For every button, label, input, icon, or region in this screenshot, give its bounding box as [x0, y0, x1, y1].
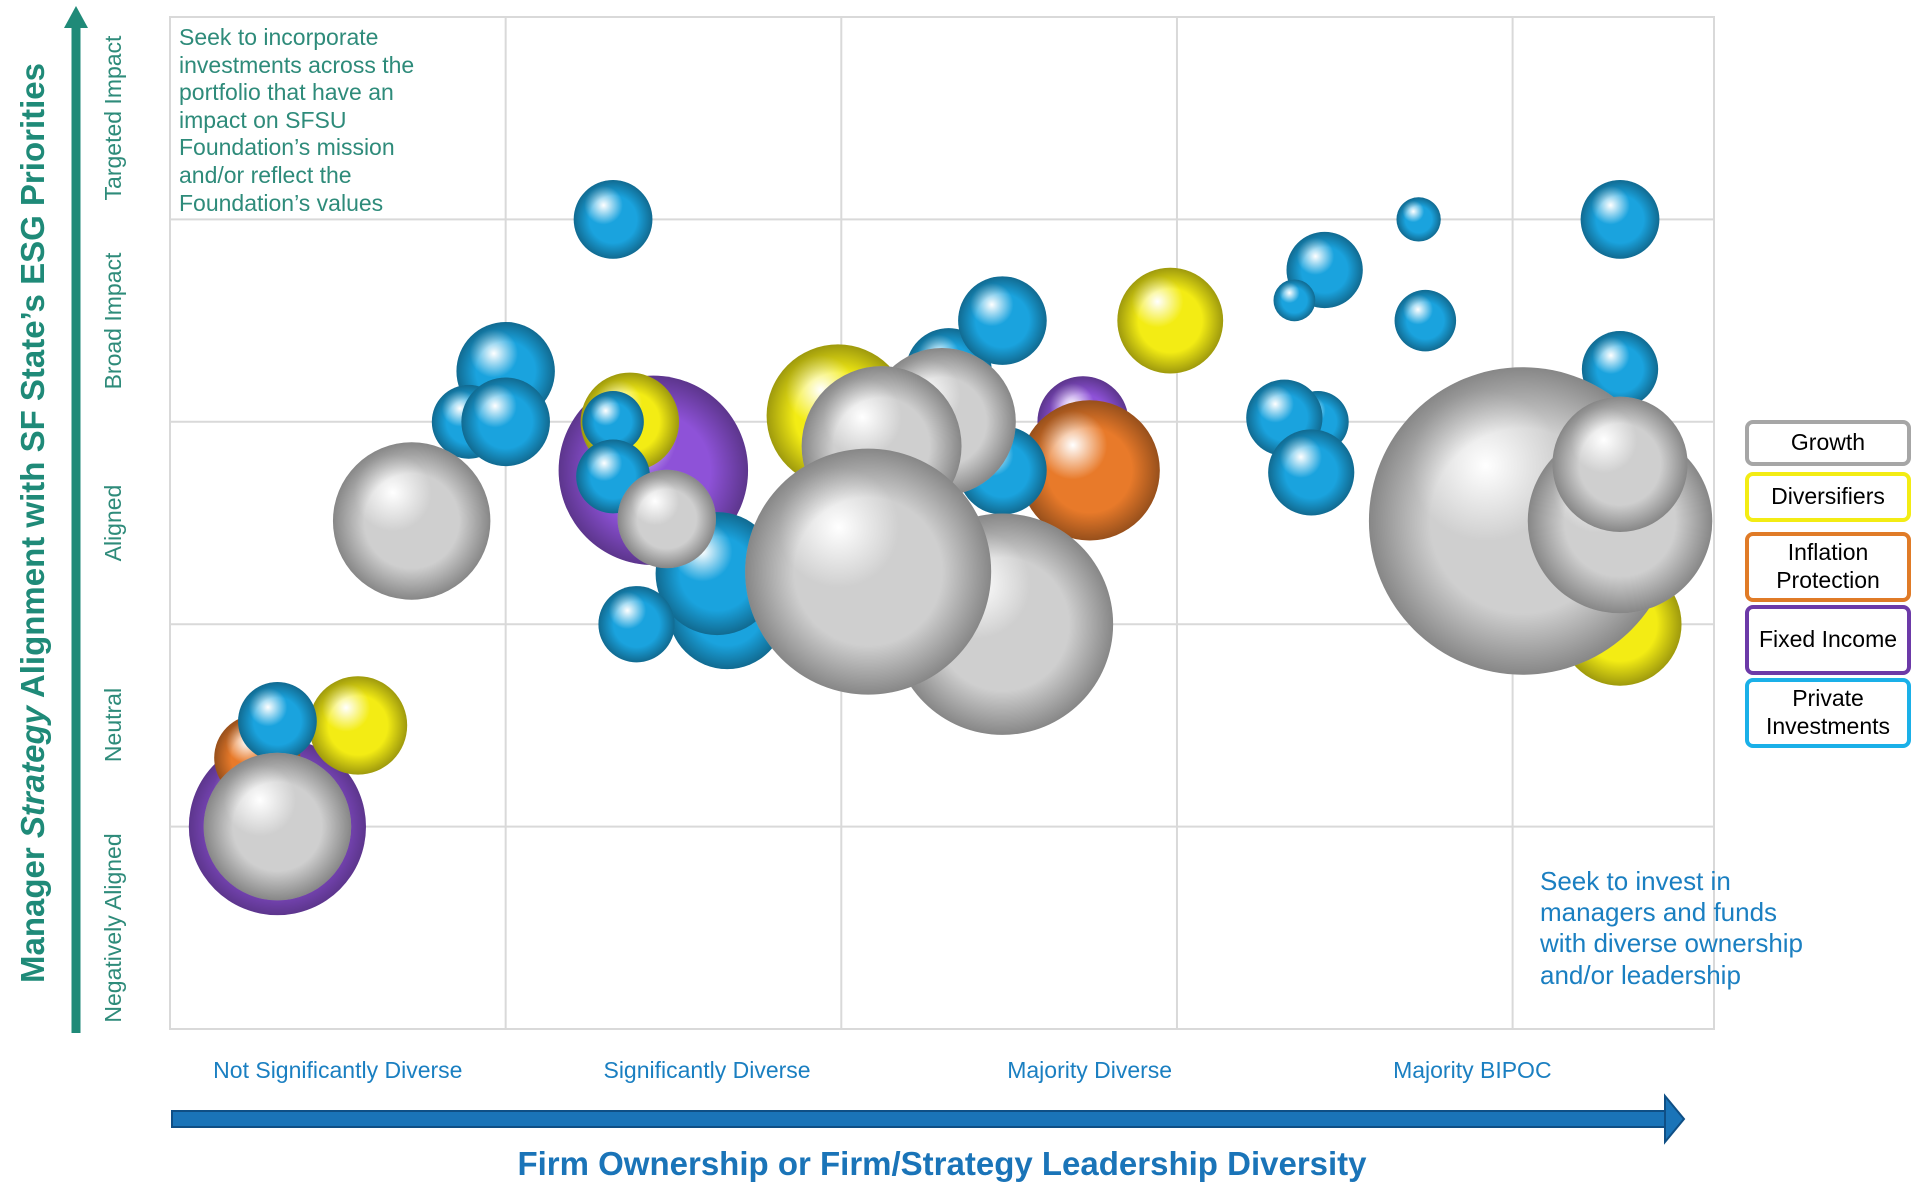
- y-tick-label: Targeted Impact: [99, 35, 126, 201]
- x-tick-label: Not Significantly Diverse: [213, 1057, 463, 1084]
- x-axis-arrow-head: [1664, 1093, 1686, 1145]
- x-axis-arrow: [171, 1110, 1673, 1128]
- bubble-shade: [582, 391, 644, 453]
- bubble-shade: [1117, 267, 1224, 374]
- annotation: Seek to invest in managers and funds wit…: [1540, 866, 1804, 990]
- bubble-shade: [332, 442, 491, 600]
- bubble-shade: [1581, 331, 1659, 408]
- legend-entry: Fixed Income: [1745, 605, 1911, 675]
- x-tick-label: Majority Diverse: [1007, 1057, 1173, 1084]
- bubble-shade: [1268, 429, 1355, 516]
- y-tick-label: Broad Impact: [99, 252, 126, 389]
- bubble-shade: [958, 276, 1047, 365]
- y-axis-arrow-head: [64, 6, 88, 28]
- bubble-shade: [238, 681, 317, 761]
- bubble-shade: [1273, 279, 1316, 322]
- bubble-shade: [461, 377, 550, 467]
- legend-entry: Private Investments: [1745, 678, 1911, 748]
- bubble-shade: [745, 448, 992, 695]
- y-tick-label: Neutral: [99, 688, 126, 763]
- bubble-shade: [598, 586, 675, 663]
- legend-entry: Growth: [1745, 420, 1911, 466]
- plot-frame: [169, 16, 1715, 1030]
- bubble-shade: [1580, 180, 1660, 259]
- bubble-shade: [617, 469, 716, 569]
- legend-entry: Diversifiers: [1745, 472, 1911, 522]
- y-tick-label: Aligned: [99, 484, 126, 562]
- bubble-shade: [203, 752, 352, 901]
- y-axis-title: Manager Strategy Alignment with SF State…: [14, 63, 51, 983]
- legend-entry: Inflation Protection: [1745, 532, 1911, 602]
- bubble-shade: [573, 180, 653, 259]
- annotation: Seek to incorporate investments across t…: [179, 24, 415, 216]
- bubble-shade: [1019, 400, 1160, 541]
- bubble-shade: [1394, 289, 1457, 352]
- x-axis-title: Firm Ownership or Firm/Strategy Leadersh…: [517, 1145, 1367, 1182]
- bubble-shade: [308, 676, 408, 775]
- x-tick-label: Majority BIPOC: [1393, 1057, 1552, 1084]
- bubble-shade: [1552, 396, 1688, 532]
- x-tick-label: Significantly Diverse: [603, 1057, 811, 1084]
- bubble-shade: [1396, 197, 1441, 242]
- y-tick-label: Negatively Aligned: [99, 833, 126, 1023]
